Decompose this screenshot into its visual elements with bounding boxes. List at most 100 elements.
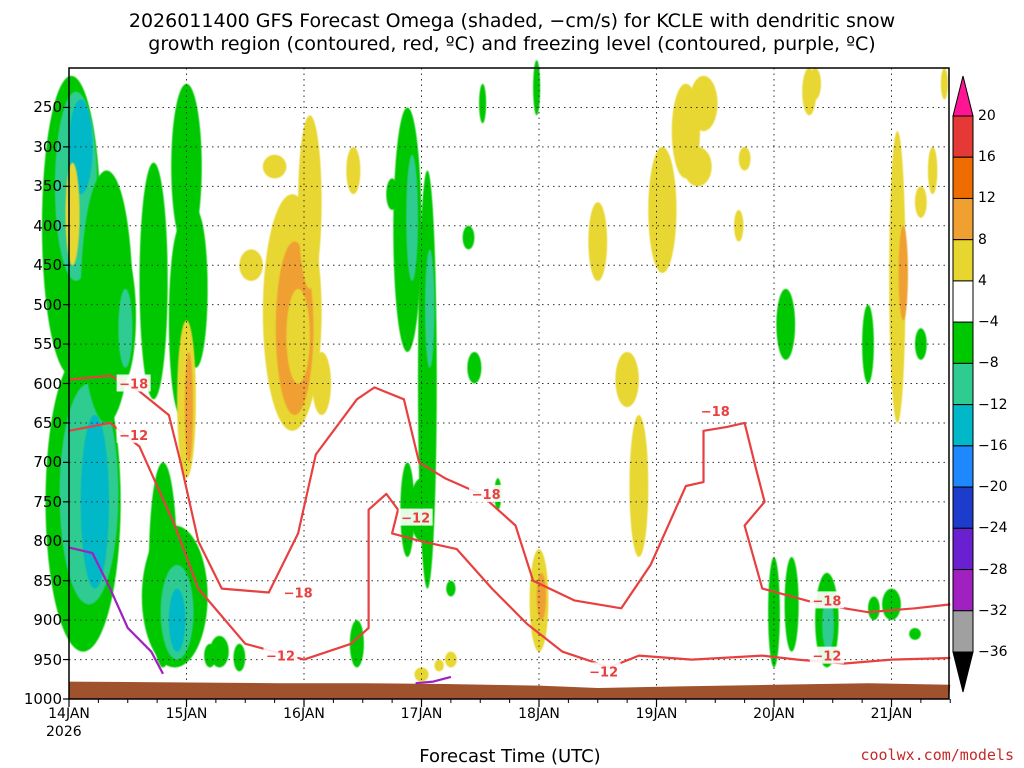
credit-text: coolwx.com/models <box>860 746 1014 764</box>
omega-shade-cell <box>406 154 418 281</box>
omega-shade-cell <box>915 186 927 218</box>
contour-minus18-label: −18 <box>812 594 841 609</box>
y-tick-label: 300 <box>33 137 62 156</box>
omega-shade-cell <box>181 123 192 163</box>
contour-minus12-label: −12 <box>401 512 430 527</box>
colorbar-label: −4 <box>978 314 999 331</box>
omega-shade-cell <box>868 596 880 621</box>
contour-minus18-label-bg <box>281 583 316 601</box>
x-tick-label: 17JAN <box>400 706 443 722</box>
colorbar-label: 16 <box>978 149 996 166</box>
omega-shade-cell <box>425 249 435 368</box>
ground-terrain <box>69 681 951 699</box>
omega-shade-cell <box>533 60 541 116</box>
colorbar-swatch <box>952 197 974 241</box>
y-tick-label: 250 <box>33 98 62 117</box>
colorbar-label: 4 <box>978 272 987 289</box>
omega-shade-cell <box>784 557 799 652</box>
x-axis-title: Forecast Time (UTC) <box>419 746 601 767</box>
omega-shade-cell <box>689 75 718 132</box>
y-tick-label: 900 <box>33 611 62 630</box>
omega-shade-cell <box>862 304 874 384</box>
omega-shade-cell <box>171 83 202 250</box>
contour-minus18-label: −18 <box>701 405 730 420</box>
omega-shade-cell <box>768 557 780 668</box>
omega-shade-cell <box>346 146 361 195</box>
contour-minus12 <box>68 421 951 669</box>
y-tick-label: 600 <box>33 374 62 393</box>
contour-minus12-label-bg <box>116 425 151 443</box>
colorbar-label: −28 <box>978 561 1008 578</box>
omega-shade-cell <box>445 651 457 668</box>
y-tick-label: 950 <box>33 650 62 669</box>
contour-minus12-label: −12 <box>119 429 148 444</box>
omega-shade-cell <box>909 628 921 640</box>
contours: −18 −18 −18 −18 −18 −12 −12 −12 −12 −12 <box>68 374 951 685</box>
omega-shade-cell <box>822 596 834 652</box>
omega-shade-cell <box>588 202 608 281</box>
y-tick-label: 1000 <box>23 690 62 708</box>
colorbar-label: 20 <box>978 108 996 124</box>
colorbar-label: −16 <box>978 437 1008 454</box>
contour-minus18-label-bg <box>116 374 151 392</box>
omega-shade-cell <box>298 115 322 289</box>
omega-shade-cell <box>462 225 475 250</box>
x-tick-label: 16JAN <box>283 706 325 722</box>
omega-shade-cell <box>80 415 109 589</box>
colorbar-bottom-triangle <box>952 651 974 693</box>
contour-minus12-label: −12 <box>589 665 618 680</box>
contour-minus18-label: −18 <box>472 488 501 503</box>
omega-shade-cell <box>286 288 310 384</box>
omega-shade-cell <box>168 588 186 652</box>
y-tick-label: 700 <box>33 453 62 472</box>
colorbar-swatch <box>952 527 974 571</box>
y-tick-label: 400 <box>33 216 62 235</box>
omega-shade-cell <box>536 572 547 621</box>
y-tick-label: 500 <box>33 295 62 314</box>
y-tick-label: 800 <box>33 532 62 551</box>
colorbar-swatch <box>952 486 974 529</box>
contour-minus12-label-bg <box>398 508 433 526</box>
omega-shade-cell <box>776 288 796 360</box>
x-tick-label: 20JAN <box>753 706 795 722</box>
omega-shade-cell <box>882 588 901 621</box>
colorbar-swatch <box>952 362 974 406</box>
contour-minus18-label: −18 <box>284 587 313 602</box>
omega-shade-cell <box>262 154 287 179</box>
contour-minus12-label-bg <box>809 646 844 664</box>
y-tick-label: 850 <box>33 571 62 590</box>
colorbar-swatch <box>952 445 974 488</box>
contour-minus12-label: −12 <box>812 650 841 665</box>
axis-ticks <box>63 106 951 707</box>
omega-shade-cell <box>65 162 80 266</box>
omega-shade-cell <box>349 620 364 668</box>
omega-shade-cell <box>629 415 649 558</box>
y-tick-label: 750 <box>33 492 62 511</box>
omega-shade-cell <box>204 643 216 668</box>
colorbar-label: −12 <box>978 396 1008 413</box>
freezing-level-line <box>415 675 452 685</box>
colorbar-label: −8 <box>978 355 999 372</box>
omega-shade-cell <box>683 146 712 187</box>
omega-shade-cell <box>446 580 456 597</box>
omega-shade-cell <box>898 225 908 321</box>
terrain-fill <box>69 681 951 699</box>
colorbar-swatch <box>952 404 974 447</box>
x-tick-label: 19JAN <box>635 706 678 722</box>
contour-minus12-label-bg <box>586 662 621 680</box>
contour-minus18-label-bg <box>469 484 504 502</box>
contour-minus18-label-bg <box>809 591 844 609</box>
omega-shade-cell <box>889 131 906 423</box>
omega-shade-cell <box>312 351 332 416</box>
x-tick-label: 21JAN <box>870 706 913 722</box>
omega-shade-cell <box>139 162 168 400</box>
omega-shade-cell <box>940 68 948 100</box>
y-tick-label: 350 <box>33 177 62 196</box>
contour-minus12-label: −12 <box>266 650 295 665</box>
colorbar-label: −32 <box>978 602 1008 619</box>
colorbar-label: 8 <box>978 231 987 248</box>
x-tick-label: 14JAN <box>48 706 90 722</box>
omega-shade-cell <box>434 659 444 672</box>
x-tick-label: 15JAN <box>165 706 208 722</box>
